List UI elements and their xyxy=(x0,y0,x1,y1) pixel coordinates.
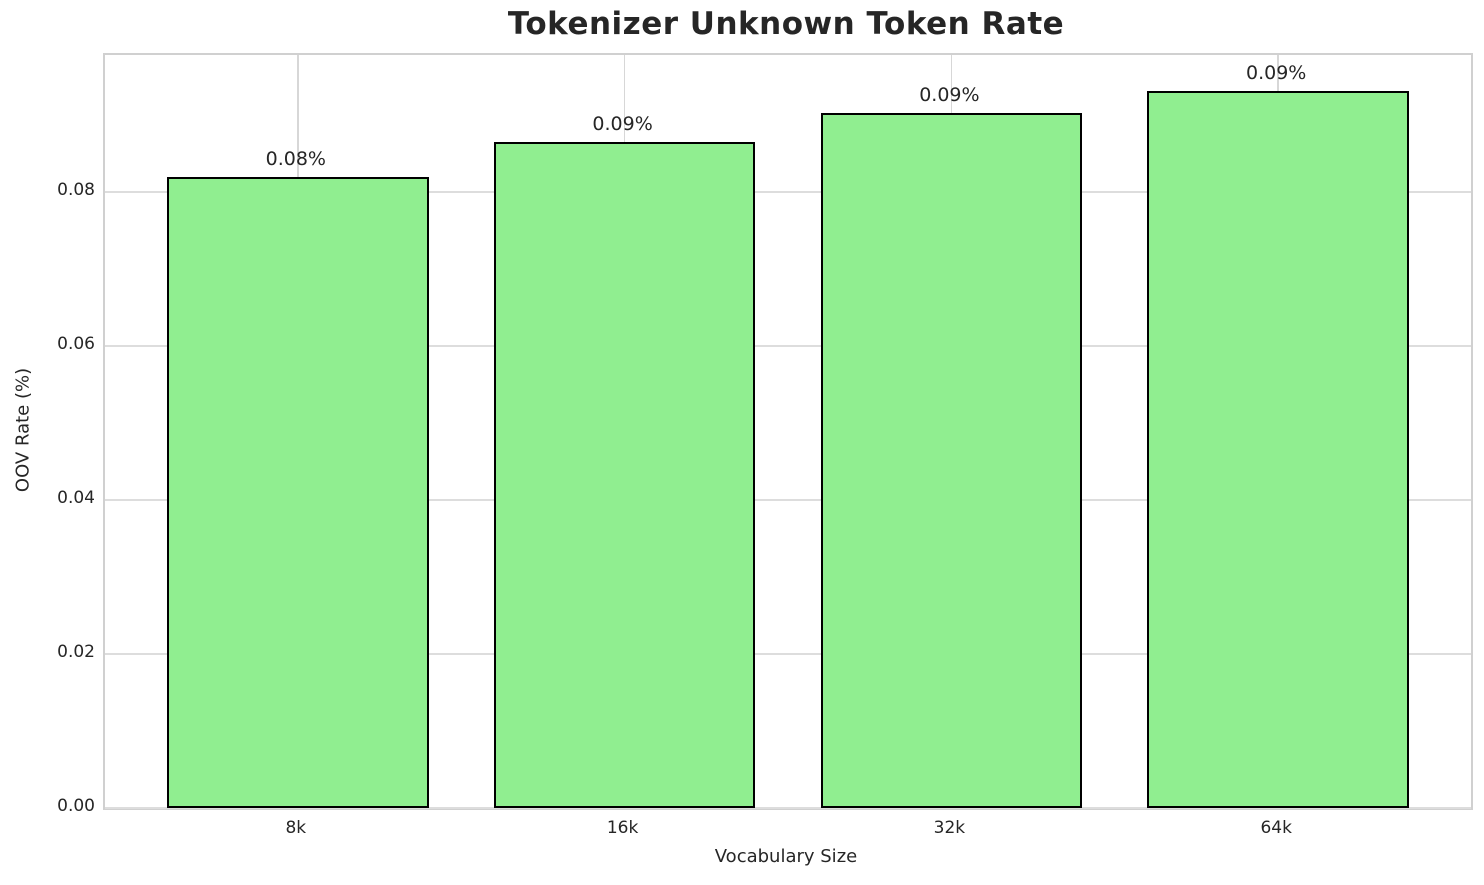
x-tick-label: 8k xyxy=(285,818,307,838)
y-gridline xyxy=(105,191,1471,193)
x-tick-label: 64k xyxy=(1260,818,1292,838)
x-tick-label: 16k xyxy=(606,818,639,838)
y-gridline xyxy=(105,653,1471,655)
bar xyxy=(820,112,1083,808)
x-axis-title: Vocabulary Size xyxy=(714,846,858,867)
y-gridline xyxy=(105,345,1471,347)
plot-area xyxy=(103,53,1473,810)
bar-value-label: 0.09% xyxy=(919,83,980,106)
x-tick-label: 32k xyxy=(933,818,966,838)
y-gridline xyxy=(105,807,1471,809)
y-tick-label: 0.06 xyxy=(57,334,95,355)
bar-value-label: 0.09% xyxy=(592,113,653,135)
y-tick-label: 0.04 xyxy=(57,488,95,509)
bar xyxy=(493,142,756,808)
y-tick-label: 0.00 xyxy=(57,796,95,816)
bar-value-label: 0.08% xyxy=(265,147,326,170)
bar xyxy=(167,176,429,808)
y-tick-label: 0.08 xyxy=(57,180,95,201)
chart-title: Tokenizer Unknown Token Rate xyxy=(507,6,1065,42)
y-gridline xyxy=(105,499,1471,501)
y-axis-title: OOV Rate (%) xyxy=(12,367,34,493)
bar xyxy=(1147,91,1409,808)
bar-value-label: 0.09% xyxy=(1246,62,1307,85)
y-tick-label: 0.02 xyxy=(57,642,95,662)
